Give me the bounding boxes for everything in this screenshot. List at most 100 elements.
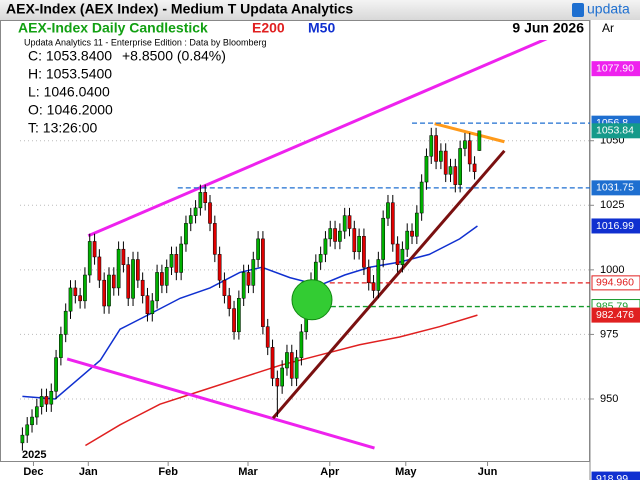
candle-body bbox=[328, 228, 333, 240]
info-close: C: 1053.8400 bbox=[28, 48, 112, 64]
candle-body bbox=[87, 241, 92, 276]
price-tag-label: 918.99 bbox=[596, 473, 628, 480]
candle-body bbox=[376, 259, 381, 291]
legend-e200: E200 bbox=[252, 20, 285, 36]
info-change: +8.8500 (0.84%) bbox=[122, 48, 226, 64]
candle-body bbox=[73, 287, 78, 296]
candle-body bbox=[63, 310, 68, 335]
highlight-circle bbox=[291, 279, 333, 321]
data-source: Updata Analytics 11 - Enterprise Edition… bbox=[24, 37, 266, 47]
candle-body bbox=[338, 230, 342, 242]
x-tick-label: Dec bbox=[23, 466, 43, 478]
price-tag-label: 982.476 bbox=[596, 309, 634, 321]
candle-body bbox=[237, 298, 241, 333]
candle-body bbox=[160, 272, 164, 286]
candle-body bbox=[342, 215, 347, 232]
candle-body bbox=[198, 192, 203, 209]
candle-body bbox=[318, 254, 323, 263]
candle-body bbox=[381, 217, 386, 260]
candle-body bbox=[227, 295, 232, 309]
trendline bbox=[434, 122, 505, 144]
trendline bbox=[271, 149, 506, 420]
x-tick-label: Jun bbox=[478, 466, 498, 478]
price-tag bbox=[591, 307, 640, 323]
candle-body bbox=[111, 274, 116, 289]
candle-body bbox=[246, 272, 251, 286]
candle-body bbox=[357, 236, 361, 253]
x-tick-label: May bbox=[395, 466, 417, 478]
candle-body bbox=[107, 274, 111, 307]
candle-body bbox=[212, 223, 217, 255]
candle-body bbox=[217, 254, 222, 281]
candle-body bbox=[285, 352, 289, 369]
candle-body bbox=[439, 150, 443, 162]
candle-body bbox=[467, 140, 472, 165]
candle-body bbox=[477, 130, 482, 151]
candle-body bbox=[410, 230, 414, 237]
candle-body bbox=[222, 279, 227, 296]
price-tag-label: 1016.99 bbox=[596, 220, 634, 232]
info-low: L: 1046.0400 bbox=[28, 84, 110, 100]
indicator-line bbox=[85, 314, 478, 447]
y-tick-label: 975 bbox=[600, 328, 618, 340]
trendline bbox=[66, 357, 375, 450]
candle-body bbox=[78, 295, 82, 302]
price-tag-label: 1031.75 bbox=[596, 182, 634, 194]
candle-body bbox=[386, 202, 390, 219]
candle-body bbox=[352, 228, 357, 253]
candle-body bbox=[270, 347, 275, 379]
candle-body bbox=[54, 357, 58, 392]
candle-body bbox=[313, 261, 318, 281]
candle-body bbox=[232, 308, 236, 333]
candle-body bbox=[323, 238, 328, 255]
candle-body bbox=[140, 279, 145, 296]
candle-body bbox=[366, 267, 371, 284]
candle-body bbox=[83, 274, 87, 302]
candle-body bbox=[347, 215, 352, 229]
price-tag bbox=[591, 275, 640, 291]
price-tag bbox=[591, 218, 640, 234]
price-tag-label: 1053.84 bbox=[596, 125, 634, 137]
candle-body bbox=[333, 228, 337, 242]
candle-body bbox=[97, 256, 102, 281]
candle-body bbox=[39, 396, 44, 407]
y-tick-label: 950 bbox=[600, 393, 618, 405]
candle-body bbox=[208, 202, 212, 224]
candle-body bbox=[34, 406, 39, 418]
candle-body bbox=[448, 166, 453, 175]
candle-body bbox=[275, 378, 280, 387]
candle-body bbox=[188, 215, 193, 224]
candle-body bbox=[121, 248, 126, 265]
info-high: H: 1053.5400 bbox=[28, 66, 112, 82]
x-tick-label: Mar bbox=[238, 466, 258, 478]
candle-body bbox=[150, 300, 155, 315]
candle-body bbox=[414, 212, 419, 237]
x-tick-label: Jan bbox=[79, 466, 98, 478]
candle-body bbox=[174, 254, 179, 273]
y-tick-label: 1025 bbox=[600, 199, 624, 211]
candle-body bbox=[265, 326, 270, 348]
logo: updata bbox=[587, 1, 630, 17]
candle-body bbox=[419, 181, 424, 214]
candle-body bbox=[289, 352, 294, 379]
candle-body bbox=[49, 390, 54, 405]
candle-body bbox=[280, 367, 285, 387]
price-tag bbox=[591, 471, 640, 480]
logo-icon bbox=[572, 3, 584, 17]
candle-body bbox=[458, 148, 462, 185]
candle-body bbox=[92, 241, 97, 258]
candle-body bbox=[155, 272, 159, 302]
chart-subtitle: AEX-Index Daily Candlestick bbox=[18, 20, 208, 36]
legend-m50: M50 bbox=[308, 20, 335, 36]
price-tag bbox=[591, 61, 640, 77]
info-time: T: 13:26:00 bbox=[28, 120, 97, 136]
candle-body bbox=[164, 267, 169, 286]
x-tick-label: Apr bbox=[320, 466, 340, 478]
candle-body bbox=[395, 243, 400, 265]
candle-body bbox=[145, 295, 150, 315]
candle-body bbox=[126, 264, 131, 299]
candle-body bbox=[390, 202, 395, 245]
title-bar bbox=[0, 0, 640, 20]
candle-body bbox=[362, 236, 366, 268]
